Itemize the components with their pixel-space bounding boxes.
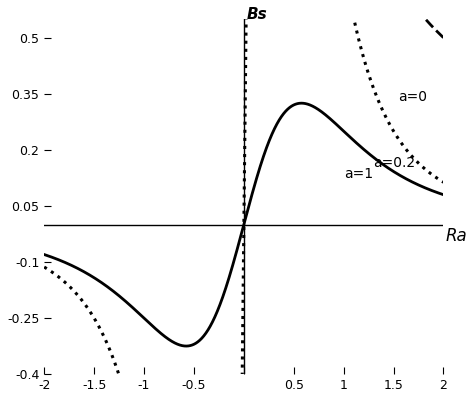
Text: a=0: a=0 (399, 90, 428, 104)
Text: a=0.2: a=0.2 (374, 156, 416, 170)
Text: Bs: Bs (247, 7, 267, 22)
Text: a=1: a=1 (344, 167, 373, 181)
Text: Ra: Ra (446, 227, 467, 245)
